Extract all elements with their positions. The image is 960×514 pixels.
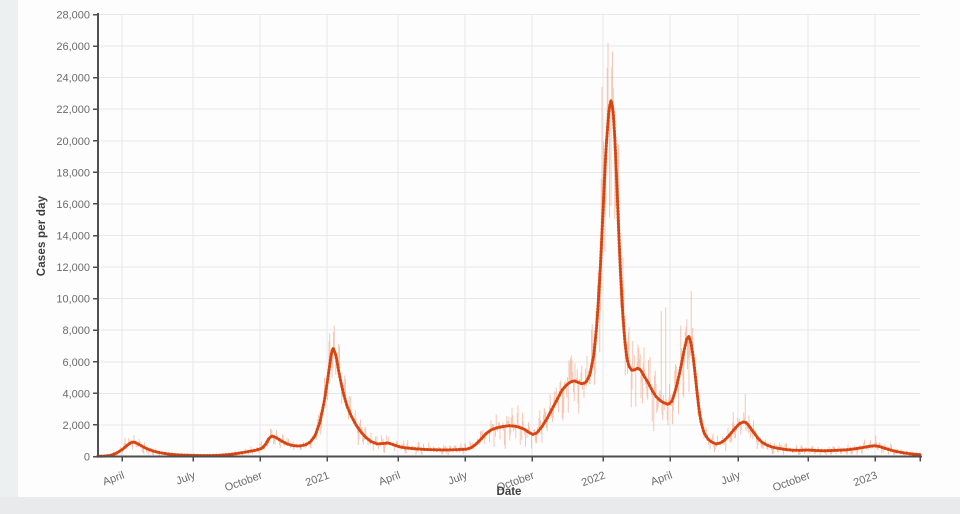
y-tick-label: 20,000 bbox=[56, 136, 90, 148]
x-tick-label: July bbox=[720, 469, 743, 487]
x-tick-label: April bbox=[101, 470, 126, 489]
x-tick-label: July bbox=[447, 469, 470, 487]
y-tick-label: 22,000 bbox=[56, 104, 90, 116]
y-tick-label: 12,000 bbox=[56, 262, 90, 274]
y-tick-label: 28,000 bbox=[56, 10, 90, 22]
y-tick-label: 24,000 bbox=[56, 73, 90, 85]
left-margin-strip bbox=[0, 0, 18, 514]
y-axis-title: Cases per day bbox=[36, 195, 48, 277]
y-tick-label: 14,000 bbox=[56, 231, 90, 243]
y-tick-label: 16,000 bbox=[56, 199, 90, 211]
y-tick-label: 18,000 bbox=[56, 167, 90, 179]
y-tick-label: 2,000 bbox=[62, 420, 90, 432]
y-tick-label: 6,000 bbox=[62, 357, 90, 369]
x-axis-title: Date bbox=[496, 486, 522, 498]
x-tick-label: October bbox=[223, 469, 264, 494]
smoothed-average-line bbox=[96, 99, 922, 458]
y-tick-label: 26,000 bbox=[56, 41, 90, 53]
x-tick-label: July bbox=[175, 469, 198, 487]
x-tick-label: October bbox=[771, 469, 812, 494]
y-tick-label: 0 bbox=[84, 452, 90, 464]
x-tick-label: 2023 bbox=[852, 470, 879, 490]
smoothed-average-markers bbox=[96, 100, 922, 458]
y-tick-label: 10,000 bbox=[56, 294, 90, 306]
y-tick-label: 8,000 bbox=[62, 325, 90, 337]
daily-cases-bars bbox=[97, 42, 921, 457]
y-tick-label: 4,000 bbox=[62, 388, 90, 400]
bottom-margin-strip bbox=[0, 497, 960, 514]
